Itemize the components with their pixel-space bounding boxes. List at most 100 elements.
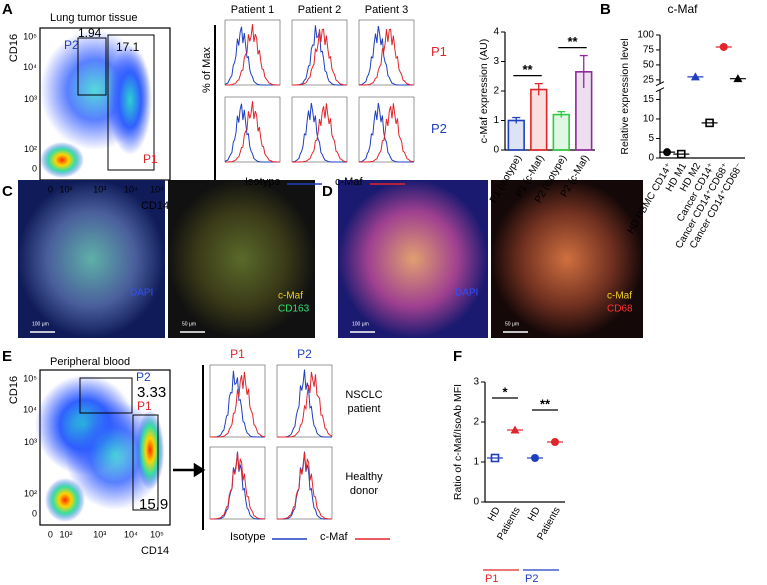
row-label: P2: [431, 121, 447, 136]
gate-name: P1: [143, 152, 158, 166]
cmaf-curve: [292, 103, 348, 163]
x-tick-label: 10⁴: [124, 529, 138, 539]
panel-label: A: [2, 1, 13, 18]
stain-label: c-Maf: [278, 291, 303, 302]
isotype-curve: [277, 369, 332, 438]
cmaf-curve: [225, 101, 280, 163]
isotype-curve: [291, 102, 347, 163]
axis-label: Ratio of c-Maf/IsoAb MFI: [452, 384, 464, 500]
histogram-frame: [291, 96, 348, 163]
gate-name: P2: [136, 370, 151, 384]
y-tick-label: 0: [32, 164, 37, 174]
stain-label: DAPI: [455, 288, 478, 299]
stain-label: CD68: [607, 304, 633, 315]
y-tick-label: 15: [643, 94, 655, 105]
flow-title: Lung tumor tissue: [50, 12, 137, 24]
isotype-curve: [358, 102, 414, 163]
y-tick-label: 0: [32, 509, 37, 519]
y-tick-label: 10⁵: [23, 31, 37, 41]
bar: [530, 88, 548, 151]
axis-label: c-Maf expression (AU): [478, 39, 490, 143]
chart-title: c-Maf: [668, 2, 699, 16]
panel-label: C: [2, 183, 13, 200]
x-tick-label: 10⁵: [150, 184, 164, 194]
x-tick-label: 10²: [59, 184, 72, 194]
axis-label: CD14: [141, 545, 169, 557]
data-point: [551, 438, 559, 446]
column-header: Patient 1: [231, 4, 274, 16]
y-tick-label: 2: [493, 86, 499, 97]
y-tick-label: 0: [473, 497, 479, 508]
isotype-curve: [210, 451, 265, 520]
x-tick-label: HD: [486, 505, 503, 523]
isotype-curve: [358, 25, 414, 86]
x-tick-label: 10³: [93, 184, 106, 194]
y-tick-label: 100: [637, 30, 654, 41]
panel-label: E: [2, 348, 12, 365]
y-tick-label: 10: [643, 114, 655, 125]
data-point: [733, 74, 743, 83]
y-tick-label: 10²: [24, 488, 37, 498]
axis-label: % of Max: [201, 47, 213, 93]
stain-label: CD163: [278, 304, 310, 315]
cmaf-curve: [225, 24, 280, 86]
y-tick-label: 3: [473, 377, 479, 388]
legend-label: c-Maf: [320, 531, 348, 543]
panel-label: F: [453, 348, 462, 365]
histogram-frame: [276, 364, 333, 438]
gate-value: 15.9: [139, 496, 168, 513]
axis-label: CD16: [8, 34, 20, 62]
y-tick-label: 50: [643, 60, 655, 71]
row-label: P1: [431, 44, 447, 59]
y-tick-label: 0: [648, 153, 654, 164]
y-tick-label: 0: [493, 145, 499, 156]
y-tick-label: 4: [493, 27, 499, 38]
histogram-frame: [224, 19, 281, 86]
scale-bar-label: 50 μm: [505, 321, 519, 327]
histogram-frame: [209, 364, 266, 438]
stain-label: c-Maf: [607, 291, 632, 302]
x-tick-label: 0: [48, 184, 53, 194]
flow-plot-e: [35, 369, 171, 526]
gate-value: 3.33: [137, 384, 166, 401]
bar: [552, 113, 570, 151]
axis-break: [655, 81, 665, 87]
isotype-curve: [224, 26, 280, 86]
data-point: [690, 72, 700, 81]
significance: **: [540, 396, 551, 411]
flow-title: Peripheral blood: [50, 356, 130, 368]
column-header: Patient 3: [365, 4, 408, 16]
cmaf-curve: [359, 103, 415, 163]
y-tick-label: 10⁵: [23, 374, 37, 384]
y-tick-label: 3: [493, 56, 499, 67]
bar: [507, 119, 525, 151]
axis-break: [655, 87, 665, 93]
significance: **: [522, 62, 533, 77]
data-point: [705, 118, 714, 128]
isotype-curve: [277, 451, 332, 520]
y-tick-label: 25: [643, 75, 655, 86]
histogram-frame: [276, 446, 333, 520]
y-tick-label: 1: [473, 457, 479, 468]
y-tick-label: 5: [648, 133, 654, 144]
data-point: [663, 148, 672, 157]
scale-bar-label: 100 μm: [32, 321, 49, 327]
histogram-frame: [224, 96, 281, 163]
data-point: [510, 425, 520, 434]
row-label: Healthy: [345, 471, 383, 483]
data-point: [719, 42, 728, 51]
column-header: Patient 2: [298, 4, 341, 16]
axis-label: Relative expression level: [619, 38, 631, 154]
data-point: [676, 149, 686, 159]
histogram-frame: [358, 19, 415, 86]
y-tick-label: 10³: [24, 437, 37, 447]
column-header: P1: [230, 347, 245, 361]
row-label: patient: [347, 403, 380, 415]
gate-name: P1: [137, 399, 152, 413]
scale-bar-label: 50 μm: [182, 321, 196, 327]
panel-label: D: [322, 183, 333, 200]
micrographs: [18, 180, 643, 338]
scale-bar-label: 100 μm: [352, 321, 369, 327]
y-tick-label: 10²: [24, 144, 37, 154]
